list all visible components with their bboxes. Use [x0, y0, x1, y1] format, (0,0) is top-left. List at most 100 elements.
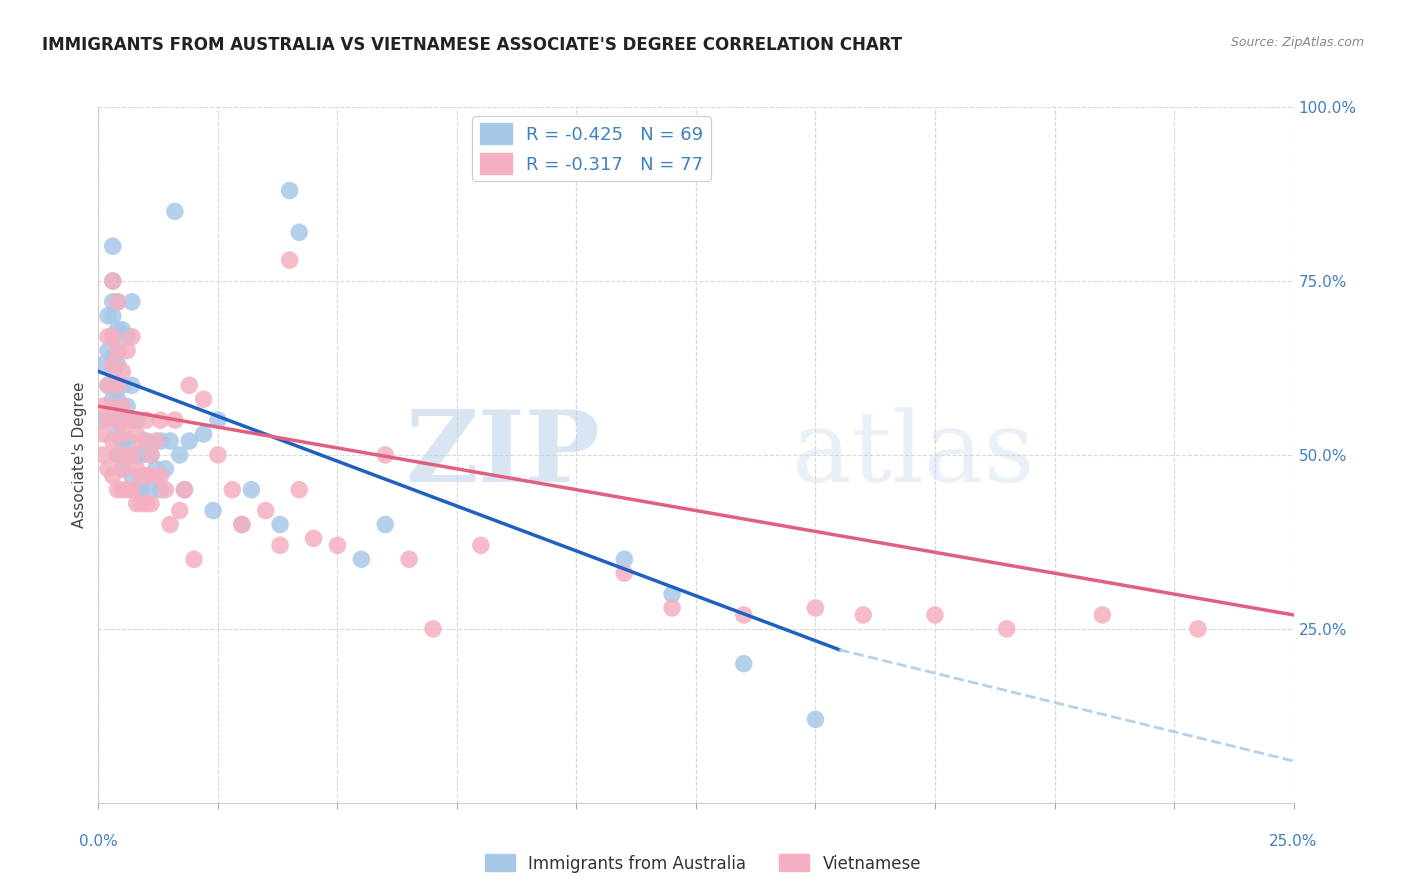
Point — [115, 448, 138, 462]
Point — [131, 434, 153, 448]
Point — [101, 392, 124, 407]
Point — [1187, 622, 1209, 636]
Point — [101, 468, 124, 483]
Point — [111, 399, 134, 413]
Text: IMMIGRANTS FROM AUSTRALIA VS VIETNAMESE ASSOCIATE'S DEGREE CORRELATION CHART: IMMIGRANTS FROM AUSTRALIA VS VIETNAMESE … — [42, 36, 903, 54]
Point — [254, 503, 277, 517]
Point — [107, 294, 129, 309]
Point — [111, 323, 134, 337]
Point — [91, 399, 114, 413]
Point — [613, 566, 636, 581]
Point — [145, 468, 167, 483]
Point — [111, 378, 134, 392]
Point — [107, 413, 129, 427]
Point — [995, 622, 1018, 636]
Point — [111, 434, 134, 448]
Point — [131, 497, 153, 511]
Point — [121, 294, 143, 309]
Point — [398, 552, 420, 566]
Point — [145, 462, 167, 476]
Point — [97, 378, 120, 392]
Point — [131, 468, 153, 483]
Point — [107, 378, 129, 392]
Point — [374, 517, 396, 532]
Point — [107, 448, 129, 462]
Point — [111, 413, 134, 427]
Point — [121, 413, 143, 427]
Point — [91, 358, 114, 372]
Point — [101, 309, 124, 323]
Point — [121, 468, 143, 483]
Point — [163, 204, 186, 219]
Point — [269, 517, 291, 532]
Point — [101, 351, 124, 365]
Point — [111, 462, 134, 476]
Point — [169, 503, 191, 517]
Point — [101, 329, 124, 343]
Point — [107, 343, 129, 358]
Point — [139, 448, 162, 462]
Point — [288, 225, 311, 239]
Point — [91, 427, 114, 442]
Point — [733, 607, 755, 622]
Point — [159, 434, 181, 448]
Point — [97, 413, 120, 427]
Point — [231, 517, 253, 532]
Text: atlas: atlas — [792, 407, 1035, 503]
Point — [1091, 607, 1114, 622]
Point — [101, 239, 124, 253]
Point — [422, 622, 444, 636]
Point — [202, 503, 225, 517]
Point — [97, 329, 120, 343]
Point — [115, 448, 138, 462]
Point — [804, 601, 827, 615]
Point — [91, 413, 114, 427]
Point — [101, 378, 124, 392]
Point — [135, 434, 157, 448]
Point — [115, 329, 138, 343]
Point — [101, 274, 124, 288]
Point — [107, 343, 129, 358]
Point — [107, 483, 129, 497]
Point — [107, 448, 129, 462]
Point — [121, 378, 143, 392]
Legend: R = -0.425   N = 69, R = -0.317   N = 77: R = -0.425 N = 69, R = -0.317 N = 77 — [472, 116, 711, 181]
Point — [121, 448, 143, 462]
Point — [221, 483, 243, 497]
Point — [804, 712, 827, 726]
Point — [374, 448, 396, 462]
Point — [179, 378, 201, 392]
Point — [139, 448, 162, 462]
Point — [149, 434, 172, 448]
Point — [107, 378, 129, 392]
Point — [101, 399, 124, 413]
Point — [121, 448, 143, 462]
Point — [163, 413, 186, 427]
Point — [125, 413, 148, 427]
Point — [135, 413, 157, 427]
Point — [131, 483, 153, 497]
Point — [193, 427, 215, 442]
Point — [149, 483, 172, 497]
Point — [231, 517, 253, 532]
Point — [302, 532, 325, 546]
Point — [91, 448, 114, 462]
Point — [207, 448, 229, 462]
Point — [135, 468, 157, 483]
Point — [139, 483, 162, 497]
Point — [278, 184, 301, 198]
Point — [121, 413, 143, 427]
Point — [179, 434, 201, 448]
Point — [107, 427, 129, 442]
Point — [125, 497, 148, 511]
Text: Source: ZipAtlas.com: Source: ZipAtlas.com — [1230, 36, 1364, 49]
Point — [97, 309, 120, 323]
Point — [111, 427, 134, 442]
Y-axis label: Associate's Degree: Associate's Degree — [72, 382, 87, 528]
Point — [135, 497, 157, 511]
Point — [97, 462, 120, 476]
Point — [135, 468, 157, 483]
Point — [107, 392, 129, 407]
Point — [125, 483, 148, 497]
Point — [107, 413, 129, 427]
